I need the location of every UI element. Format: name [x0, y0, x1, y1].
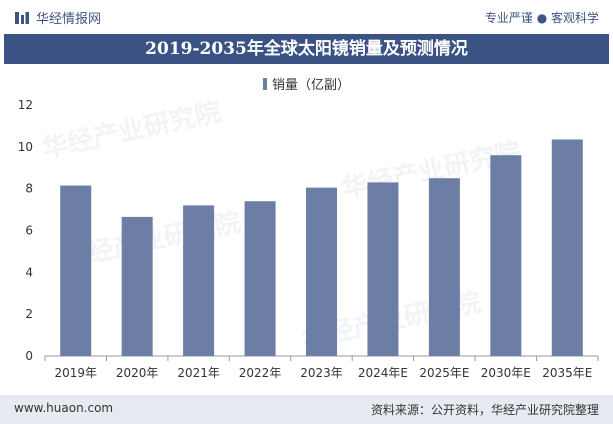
- footer: www.huaon.com 资料来源：公开资料，华经产业研究院整理: [0, 395, 613, 424]
- x-tick-label: 2020年: [116, 366, 159, 380]
- y-tick-label: 8: [25, 182, 33, 196]
- x-tick-label: 2030年E: [481, 366, 531, 380]
- x-tick-label: 2024年E: [358, 366, 408, 380]
- bar: [121, 216, 153, 356]
- x-tick-label: 2035年E: [542, 366, 592, 380]
- y-tick-label: 2: [25, 307, 33, 321]
- brand-name: 华经情报网: [36, 12, 102, 27]
- bar: [367, 182, 399, 356]
- x-tick-label: 2019年: [54, 366, 97, 380]
- bar: [428, 178, 460, 356]
- footer-source: 资料来源：公开资料，华经产业研究院整理: [370, 403, 599, 417]
- huajing-logo-icon: [15, 11, 29, 24]
- bar: [183, 205, 215, 356]
- chart-title: 2019-2035年全球太阳镜销量及预测情况: [4, 34, 609, 64]
- bar-chart: 销量（亿副） 0 2 4 6 8 10 12 2019年 2020年 2021年 2022年 2023年…: [18, 78, 599, 380]
- bar: [306, 187, 337, 356]
- y-tick-label: 4: [25, 265, 33, 279]
- header: 华经情报网 专业严谨 ● 客观科学: [0, 0, 613, 34]
- bar: [244, 201, 276, 356]
- x-tick-label: 2021年: [177, 366, 220, 380]
- slogan: 专业严谨 ● 客观科学: [484, 11, 599, 25]
- bar: [60, 185, 92, 356]
- y-tick-label: 12: [18, 98, 33, 112]
- y-tick-label: 0: [25, 349, 33, 363]
- brand[interactable]: 华经情报网: [14, 8, 101, 27]
- legend-label: 销量（亿副）: [272, 78, 350, 93]
- bar: [551, 139, 583, 356]
- chart-area: 销量（亿副） 0 2 4 6 8 10 12 2019年 2020年 2021年 2022年 2023年…: [0, 64, 613, 394]
- footer-url[interactable]: www.huaon.com: [14, 401, 114, 415]
- y-tick-label: 10: [18, 140, 33, 154]
- legend-swatch: [263, 78, 267, 90]
- x-tick-label: 2023年: [300, 366, 343, 380]
- legend: 销量（亿副）: [263, 78, 350, 93]
- x-tick-label: 2022年: [239, 366, 282, 380]
- x-tick-label: 2025年E: [419, 366, 469, 380]
- bar: [490, 155, 522, 356]
- y-tick-label: 6: [25, 224, 33, 238]
